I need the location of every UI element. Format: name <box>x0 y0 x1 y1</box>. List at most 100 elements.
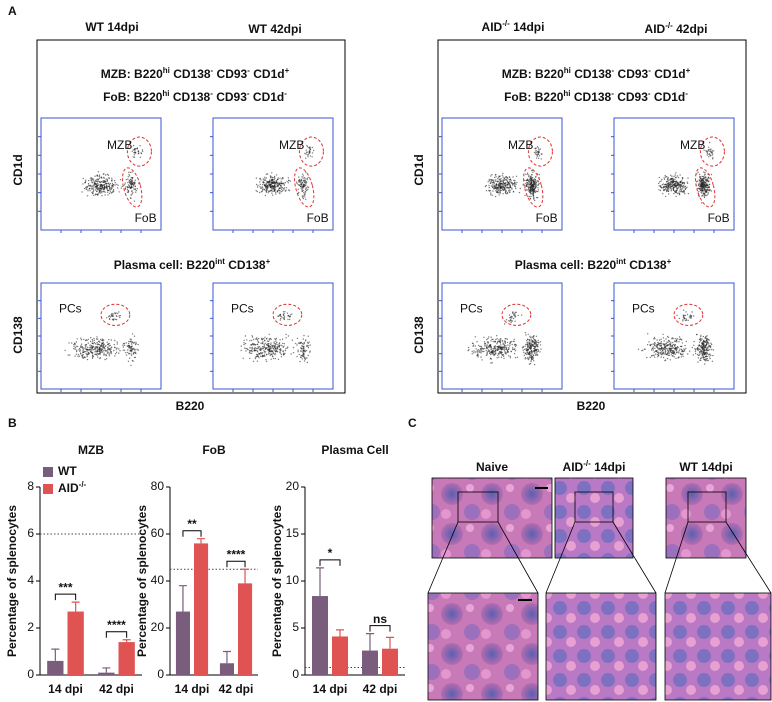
event-dot <box>697 357 700 359</box>
superscript: - <box>685 89 688 98</box>
event-dot <box>132 186 134 188</box>
event-dot <box>274 181 276 184</box>
event-dot <box>305 191 307 193</box>
event-dot <box>679 181 682 183</box>
event-dot <box>269 337 272 340</box>
event-dot <box>283 184 285 186</box>
event-dot <box>115 312 117 314</box>
event-dot <box>83 338 85 341</box>
event-dot <box>496 348 498 350</box>
event-dot <box>274 344 276 346</box>
event-dot <box>278 184 280 186</box>
event-dot <box>90 185 92 187</box>
event-dot <box>494 351 497 353</box>
event-dot <box>704 172 706 174</box>
event-dot <box>664 189 666 191</box>
event-dot <box>285 187 288 189</box>
x-tick-label: 42 dpi <box>219 682 254 696</box>
event-dot <box>670 354 672 356</box>
event-dot <box>523 351 525 354</box>
event-dot <box>697 183 700 186</box>
event-dot <box>531 182 533 184</box>
event-dot <box>529 175 532 178</box>
event-dot <box>707 359 709 362</box>
event-dot <box>518 191 521 194</box>
event-dot <box>110 348 112 351</box>
event-dot <box>86 354 89 356</box>
gate <box>100 303 131 326</box>
event-dot <box>509 343 511 345</box>
event-dot <box>711 151 713 153</box>
event-dot <box>664 175 666 177</box>
event-dot <box>487 337 489 340</box>
event-dot <box>474 351 476 353</box>
event-dot <box>648 341 650 343</box>
event-dot <box>300 356 302 359</box>
event-dot <box>498 186 500 188</box>
event-dot <box>496 349 498 351</box>
event-dot <box>136 188 138 190</box>
event-dot <box>538 148 540 151</box>
event-dot <box>532 171 534 173</box>
event-dot <box>275 337 278 340</box>
event-dot <box>75 341 78 343</box>
event-dot <box>532 356 534 358</box>
event-dot <box>504 352 507 354</box>
event-dot <box>493 347 495 350</box>
event-dot <box>493 353 495 355</box>
event-dot <box>529 183 531 185</box>
gate <box>695 167 716 208</box>
event-dot <box>272 350 274 352</box>
event-dot <box>254 356 257 358</box>
event-dot <box>96 179 98 181</box>
gate-definition: MZB: B220hi CD138- CD93- CD1d+ <box>502 66 691 82</box>
event-dot <box>495 184 498 186</box>
event-dot <box>258 346 261 348</box>
event-dot <box>528 185 530 187</box>
event-dot <box>90 348 92 350</box>
significance-label: ns <box>373 612 387 626</box>
event-dot <box>507 344 509 346</box>
event-dot <box>503 345 505 347</box>
event-dot <box>301 176 303 178</box>
event-dot <box>654 338 656 340</box>
event-dot <box>267 340 270 343</box>
superscript: - <box>210 89 213 98</box>
event-dot <box>106 341 109 343</box>
event-dot <box>533 178 536 180</box>
event-dot <box>101 195 103 197</box>
event-dot <box>528 343 530 346</box>
event-dot <box>118 315 120 317</box>
event-dot <box>304 340 307 342</box>
event-dot <box>653 336 656 339</box>
event-dot <box>488 189 490 192</box>
event-dot <box>90 351 93 353</box>
event-dot <box>534 199 536 202</box>
event-dot <box>678 317 681 320</box>
event-dot <box>529 188 532 190</box>
event-dot <box>502 342 504 344</box>
event-dot <box>664 185 666 188</box>
event-dot <box>305 357 307 359</box>
event-dot <box>272 357 275 360</box>
event-dot <box>671 182 673 184</box>
event-dot <box>123 349 126 351</box>
event-dot <box>273 188 276 190</box>
event-dot <box>531 186 534 188</box>
event-dot <box>258 357 260 359</box>
superscript: - <box>612 66 615 75</box>
event-dot <box>702 194 704 197</box>
event-dot <box>303 356 306 358</box>
event-dot <box>107 194 109 196</box>
event-dot <box>112 189 115 191</box>
event-dot <box>706 338 708 340</box>
event-dot <box>264 352 266 354</box>
event-dot <box>665 190 668 193</box>
event-dot <box>486 347 488 349</box>
event-dot <box>96 343 99 346</box>
event-dot <box>509 180 511 183</box>
event-dot <box>77 354 80 356</box>
event-dot <box>86 349 88 351</box>
event-dot <box>107 182 110 184</box>
y-tick-label: 4 <box>27 573 34 587</box>
